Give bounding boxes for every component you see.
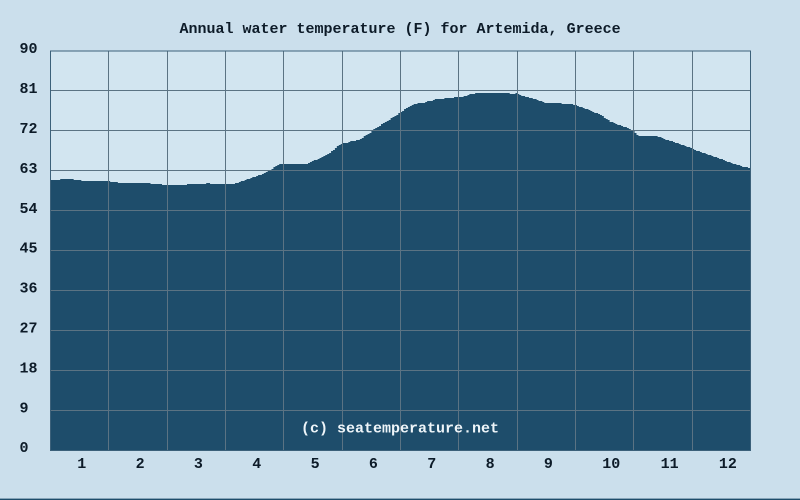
svg-text:12: 12	[719, 456, 737, 473]
svg-text:81: 81	[20, 81, 38, 98]
svg-text:1: 1	[77, 456, 86, 473]
svg-text:63: 63	[20, 161, 38, 178]
svg-text:0: 0	[20, 440, 29, 457]
svg-text:10: 10	[602, 456, 620, 473]
svg-text:11: 11	[661, 456, 679, 473]
svg-text:6: 6	[369, 456, 378, 473]
svg-text:(c) seatemperature.net: (c) seatemperature.net	[301, 421, 499, 438]
svg-text:Annual water temperature (F) f: Annual water temperature (F) for Artemid…	[180, 21, 621, 38]
svg-text:5: 5	[311, 456, 320, 473]
svg-text:36: 36	[20, 281, 38, 298]
svg-text:4: 4	[252, 456, 261, 473]
svg-text:8: 8	[486, 456, 495, 473]
svg-text:9: 9	[20, 400, 29, 417]
svg-text:90: 90	[20, 41, 38, 58]
svg-text:27: 27	[20, 321, 38, 338]
svg-text:72: 72	[20, 121, 38, 138]
svg-text:9: 9	[544, 456, 553, 473]
svg-text:7: 7	[427, 456, 436, 473]
svg-text:54: 54	[20, 201, 38, 218]
svg-text:3: 3	[194, 456, 203, 473]
svg-text:2: 2	[136, 456, 145, 473]
svg-text:18: 18	[20, 360, 38, 377]
svg-text:45: 45	[20, 241, 38, 258]
